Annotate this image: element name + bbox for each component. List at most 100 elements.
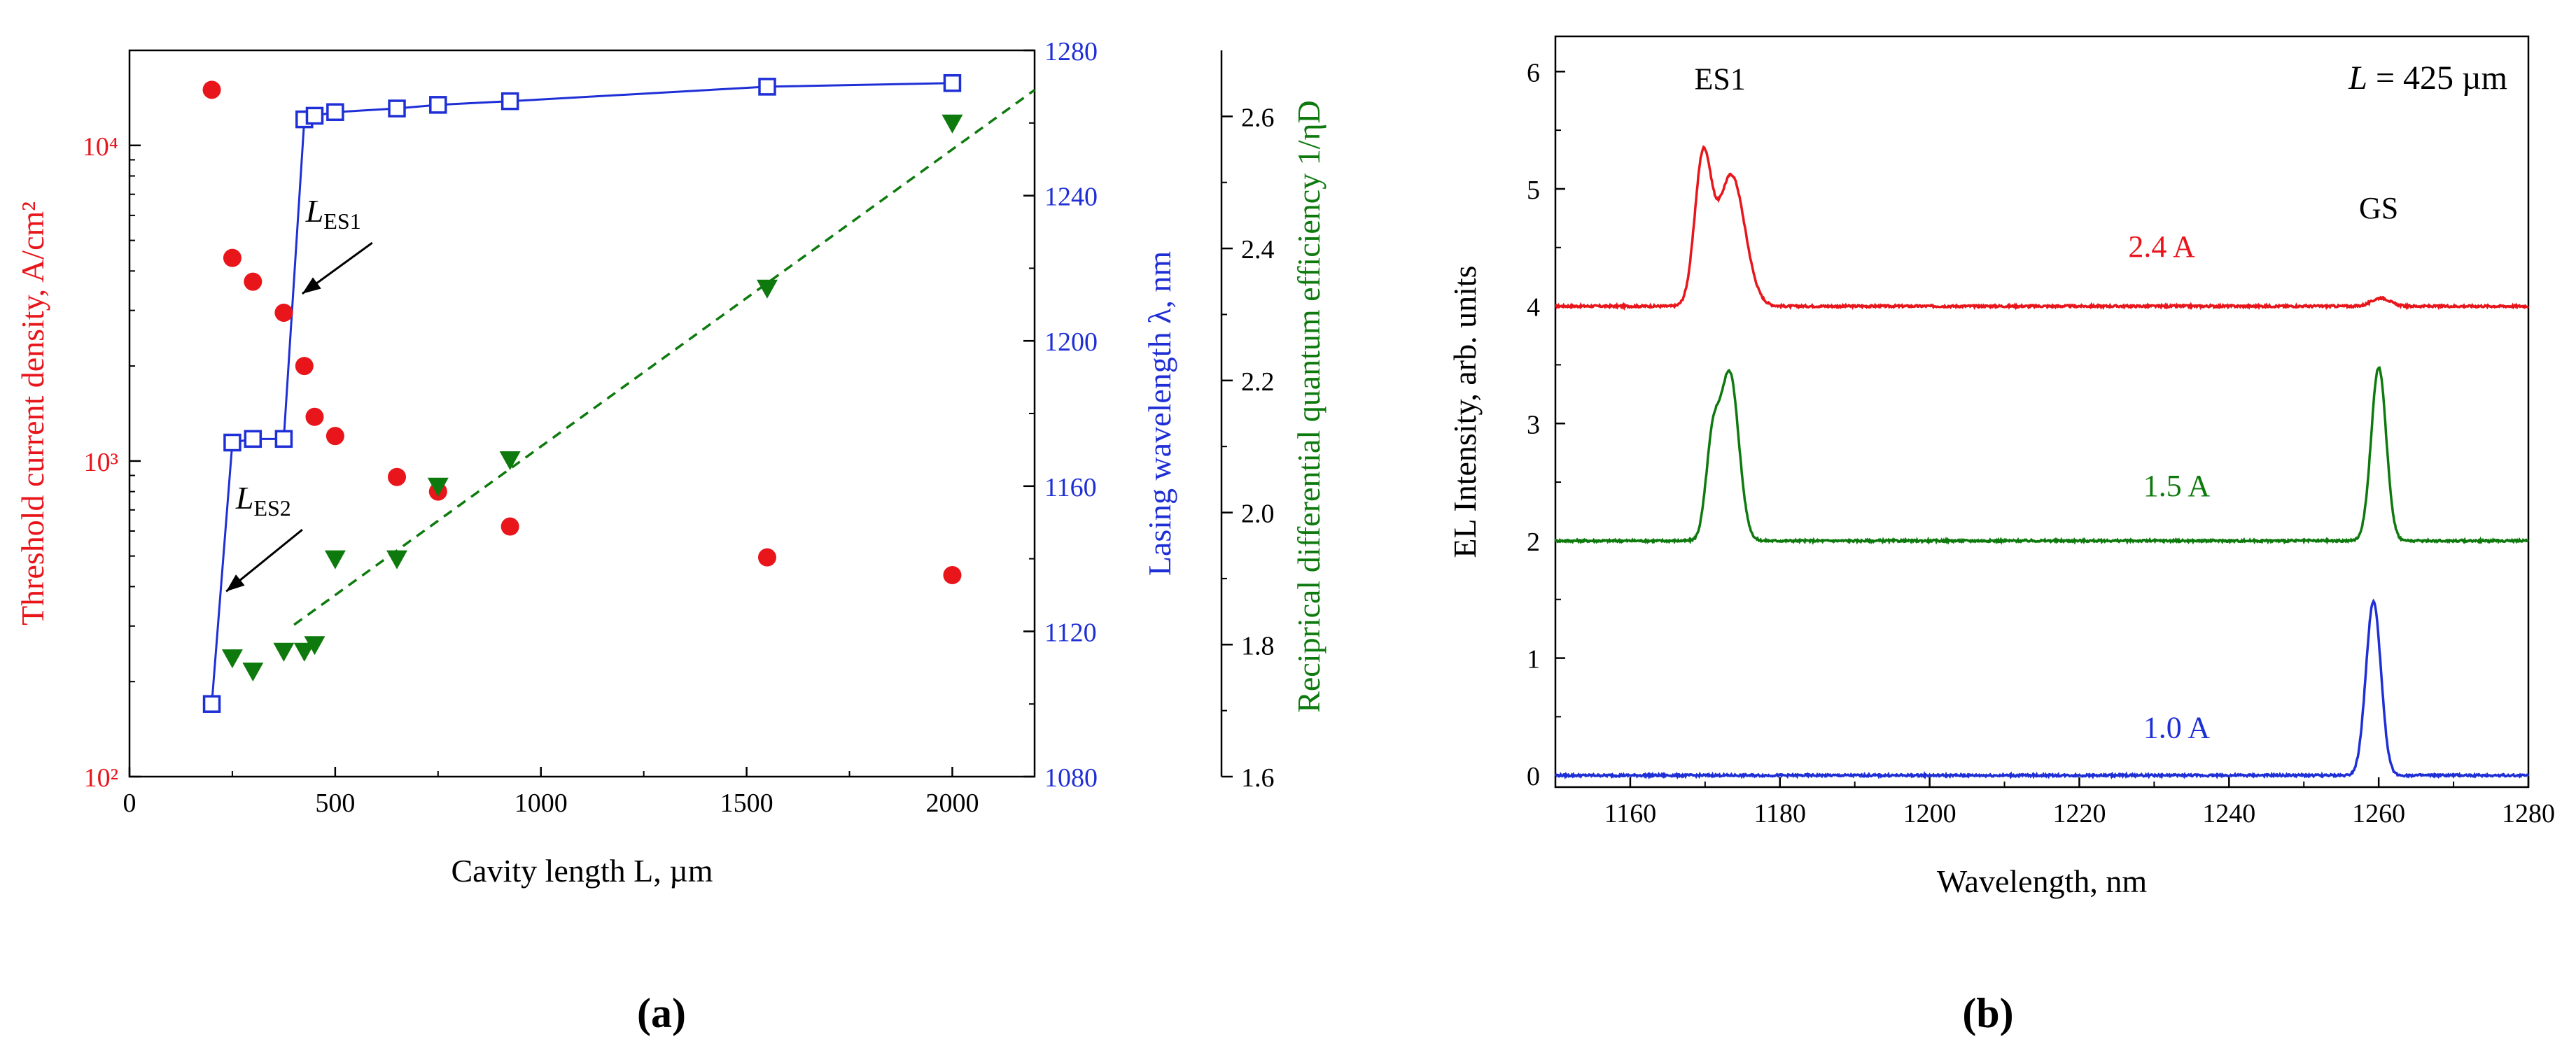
left-y-tick-label: 10⁴ — [83, 132, 118, 162]
x-tick-label: 1260 — [2352, 799, 2405, 828]
efficiency-point — [324, 550, 346, 570]
x-axis-label: Wavelength, nm — [1937, 863, 2148, 899]
left-y-axis-label: Threshold current density, A/cm² — [15, 202, 50, 626]
peak-label: GS — [2359, 191, 2398, 225]
annotation-label-sub: ES2 — [253, 495, 290, 521]
efficiency-fit-line — [293, 89, 1036, 626]
y-tick-label: 3 — [1527, 410, 1540, 439]
series-label: 1.5 A — [2143, 469, 2211, 503]
wavelength-point — [388, 99, 406, 118]
cavity-length-annotation: L = 425 µm — [2348, 59, 2507, 97]
wavelength-point — [429, 96, 447, 114]
spectrum-line — [1555, 145, 2529, 311]
threshold-point — [223, 248, 241, 267]
wavelength-point — [326, 103, 344, 121]
wavelength-point — [305, 106, 324, 125]
peak-label: ES1 — [1695, 62, 1746, 96]
x-tick-label: 1180 — [1754, 799, 1806, 828]
right2-y-tick-label: 2.6 — [1241, 103, 1275, 132]
efficiency-point — [304, 636, 326, 656]
x-tick-label: 500 — [315, 789, 355, 818]
spectrum-line — [1554, 366, 2529, 545]
annotation-label: LES2 — [235, 480, 291, 521]
right1-y-tick-label: 1240 — [1044, 183, 1098, 212]
wavelength-point — [244, 430, 262, 448]
right1-y-tick-label: 1280 — [1044, 37, 1098, 66]
y-tick-label: 2 — [1527, 528, 1540, 557]
annotation-label-sub: ES1 — [323, 209, 360, 234]
x-axis-label: Cavity length L, µm — [451, 853, 713, 889]
y-tick-label: 5 — [1527, 176, 1540, 205]
y-tick-label: 1 — [1527, 645, 1540, 674]
efficiency-point — [273, 642, 295, 662]
threshold-point — [388, 467, 407, 486]
panel-a-chart: 0 500 1000 1500 2000 Cavity length L, µm 10² 10… — [15, 37, 1326, 889]
wavelength-point — [500, 92, 519, 111]
annotation-arrowhead — [302, 277, 321, 294]
y-axis-label: EL Intensity, arb. units — [1447, 265, 1483, 558]
threshold-point — [244, 272, 262, 291]
annotation-label-main: L — [305, 193, 324, 229]
right1-y-tick-label: 1160 — [1044, 473, 1097, 502]
wavelength-point — [758, 78, 776, 96]
wavelength-line — [211, 82, 953, 705]
y-tick-label: 0 — [1527, 762, 1540, 791]
cavity-length-symbol: L — [2348, 59, 2367, 97]
panel-a-label: (a) — [637, 990, 686, 1036]
right1-y-tick-label: 1120 — [1044, 618, 1097, 647]
threshold-point — [295, 357, 314, 376]
right1-y-tick-label: 1080 — [1044, 763, 1098, 793]
threshold-point — [274, 303, 293, 322]
plot-frame — [1554, 35, 2530, 789]
x-tick-label: 1280 — [2502, 799, 2555, 828]
right2-y-axis-label: Reciprical differential quantum efficien… — [1291, 100, 1326, 713]
x-tick-label: 0 — [123, 789, 136, 818]
left-y-tick-label: 10² — [84, 763, 118, 793]
right2-y-tick-label: 2.0 — [1241, 500, 1275, 529]
right2-y-tick-label: 2.4 — [1241, 235, 1275, 264]
efficiency-point — [386, 550, 408, 570]
wavelength-point — [943, 73, 962, 92]
x-tick-label: 2000 — [925, 789, 979, 818]
right1-y-axis-label: Lasing wavelength λ, nm — [1142, 251, 1177, 577]
wavelength-point — [223, 433, 241, 452]
cavity-length-value: = 425 µm — [2367, 59, 2507, 97]
efficiency-point — [293, 642, 315, 662]
efficiency-point — [756, 279, 778, 299]
threshold-point — [500, 517, 519, 536]
panel-b-label: (b) — [1962, 990, 2013, 1036]
series-label: 2.4 A — [2128, 229, 2195, 264]
x-tick-label: 1160 — [1604, 799, 1657, 828]
x-tick-label: 1000 — [514, 789, 568, 818]
efficiency-point — [427, 477, 449, 497]
right2-y-tick-label: 1.8 — [1241, 631, 1275, 660]
annotation-label-main: L — [235, 480, 254, 516]
efficiency-point — [221, 649, 243, 669]
threshold-point — [326, 427, 344, 446]
wavelength-point — [274, 430, 293, 448]
x-tick-label: 1220 — [2052, 799, 2106, 828]
x-tick-label: 1500 — [720, 789, 774, 818]
y-tick-label: 6 — [1527, 58, 1540, 87]
x-tick-label: 1200 — [1903, 799, 1956, 828]
spectrum-line — [1554, 598, 2530, 780]
threshold-point — [305, 407, 324, 426]
right1-y-tick-label: 1200 — [1044, 327, 1098, 357]
right2-y-tick-label: 2.2 — [1241, 367, 1275, 397]
efficiency-point — [941, 114, 963, 134]
plot-frame — [128, 49, 1036, 778]
threshold-point — [943, 565, 962, 584]
y-tick-label: 4 — [1527, 293, 1540, 323]
annotation-arrowhead — [226, 574, 245, 592]
efficiency-point — [499, 451, 521, 471]
wavelength-point — [202, 695, 221, 713]
threshold-point — [757, 548, 776, 567]
left-y-tick-label: 10³ — [84, 448, 118, 477]
panel-b-chart: 1160 1180 1200 1220 1240 1260 1280 0 1 2 3 4 5 6 Wavel… — [1447, 35, 2555, 899]
series-label: 1.0 A — [2143, 711, 2211, 745]
x-tick-label: 1240 — [2202, 799, 2255, 828]
right2-y-tick-label: 1.6 — [1241, 763, 1275, 793]
threshold-point — [202, 80, 221, 99]
annotation-label: LES1 — [305, 193, 361, 234]
